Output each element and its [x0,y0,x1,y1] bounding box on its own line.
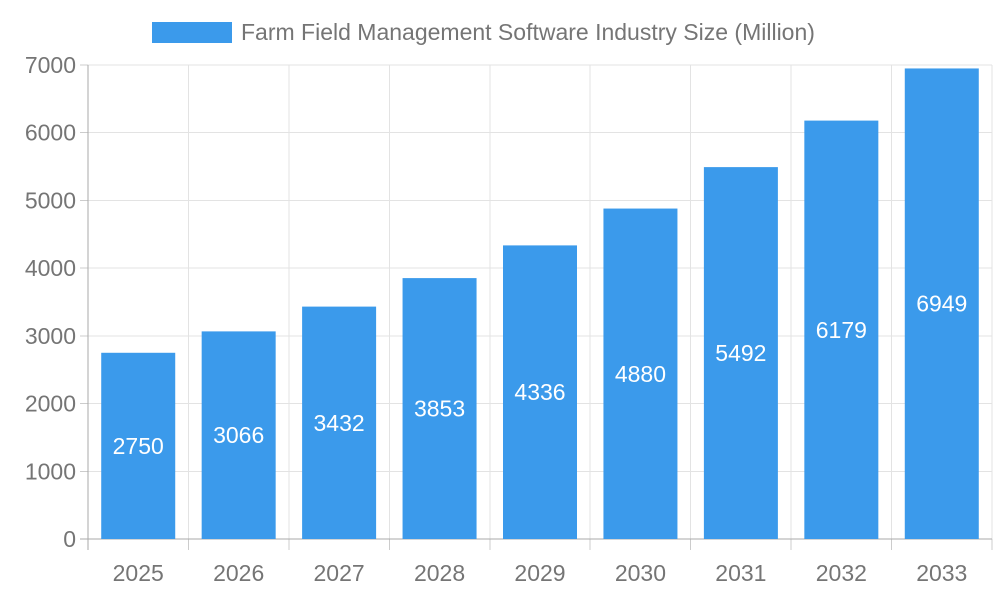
bar-2025[interactable] [101,352,176,539]
bar-value-label: 3853 [414,396,465,422]
x-axis-label: 2031 [715,560,766,586]
x-axis-label: 2026 [213,560,264,586]
x-axis-label: 2027 [314,560,365,586]
y-axis-label: 1000 [25,458,76,484]
x-axis-label: 2033 [916,560,967,586]
y-axis-label: 6000 [25,120,76,146]
y-axis-labels: 0 1000 2000 3000 4000 5000 6000 7000 [25,52,76,552]
y-axis-label: 5000 [25,187,76,213]
bar-value-label: 6179 [816,317,867,343]
bar-2031[interactable] [703,167,778,539]
y-axis-label: 2000 [25,391,76,417]
x-axis-labels: 2025 2026 2027 2028 2029 2030 2031 2032 2033 [113,560,968,586]
bar-2030[interactable] [603,208,678,539]
legend-label: Farm Field Management Software Industry … [241,19,815,45]
y-axis-label: 7000 [25,52,76,78]
bar-value-label: 4880 [615,361,666,387]
x-axis-label: 2032 [816,560,867,586]
x-axis-label: 2029 [514,560,565,586]
bar-value-label: 5492 [715,340,766,366]
bar-2033[interactable] [904,68,979,539]
legend[interactable]: Farm Field Management Software Industry … [152,19,815,45]
bar-2028[interactable] [402,278,477,539]
y-axis-label: 0 [63,526,76,552]
x-axis-label: 2028 [414,560,465,586]
y-axis-label: 4000 [25,255,76,281]
gridlines [88,64,993,539]
bar-value-label: 2750 [113,433,164,459]
bar-2026[interactable] [201,331,276,539]
bars [101,68,979,539]
bar-value-labels: 2750 3066 3432 3853 4336 4880 5492 6179 6949 [113,291,968,459]
x-axis-label: 2025 [113,560,164,586]
x-axis-label: 2030 [615,560,666,586]
bar-2029[interactable] [503,245,577,539]
bar-value-label: 6949 [916,291,967,317]
bar-value-label: 3432 [314,410,365,436]
legend-swatch [152,22,232,43]
y-axis-label: 3000 [25,323,76,349]
bar-2027[interactable] [302,306,377,539]
bar-2032[interactable] [804,120,879,539]
bar-value-label: 4336 [514,379,565,405]
bar-value-label: 3066 [213,422,264,448]
